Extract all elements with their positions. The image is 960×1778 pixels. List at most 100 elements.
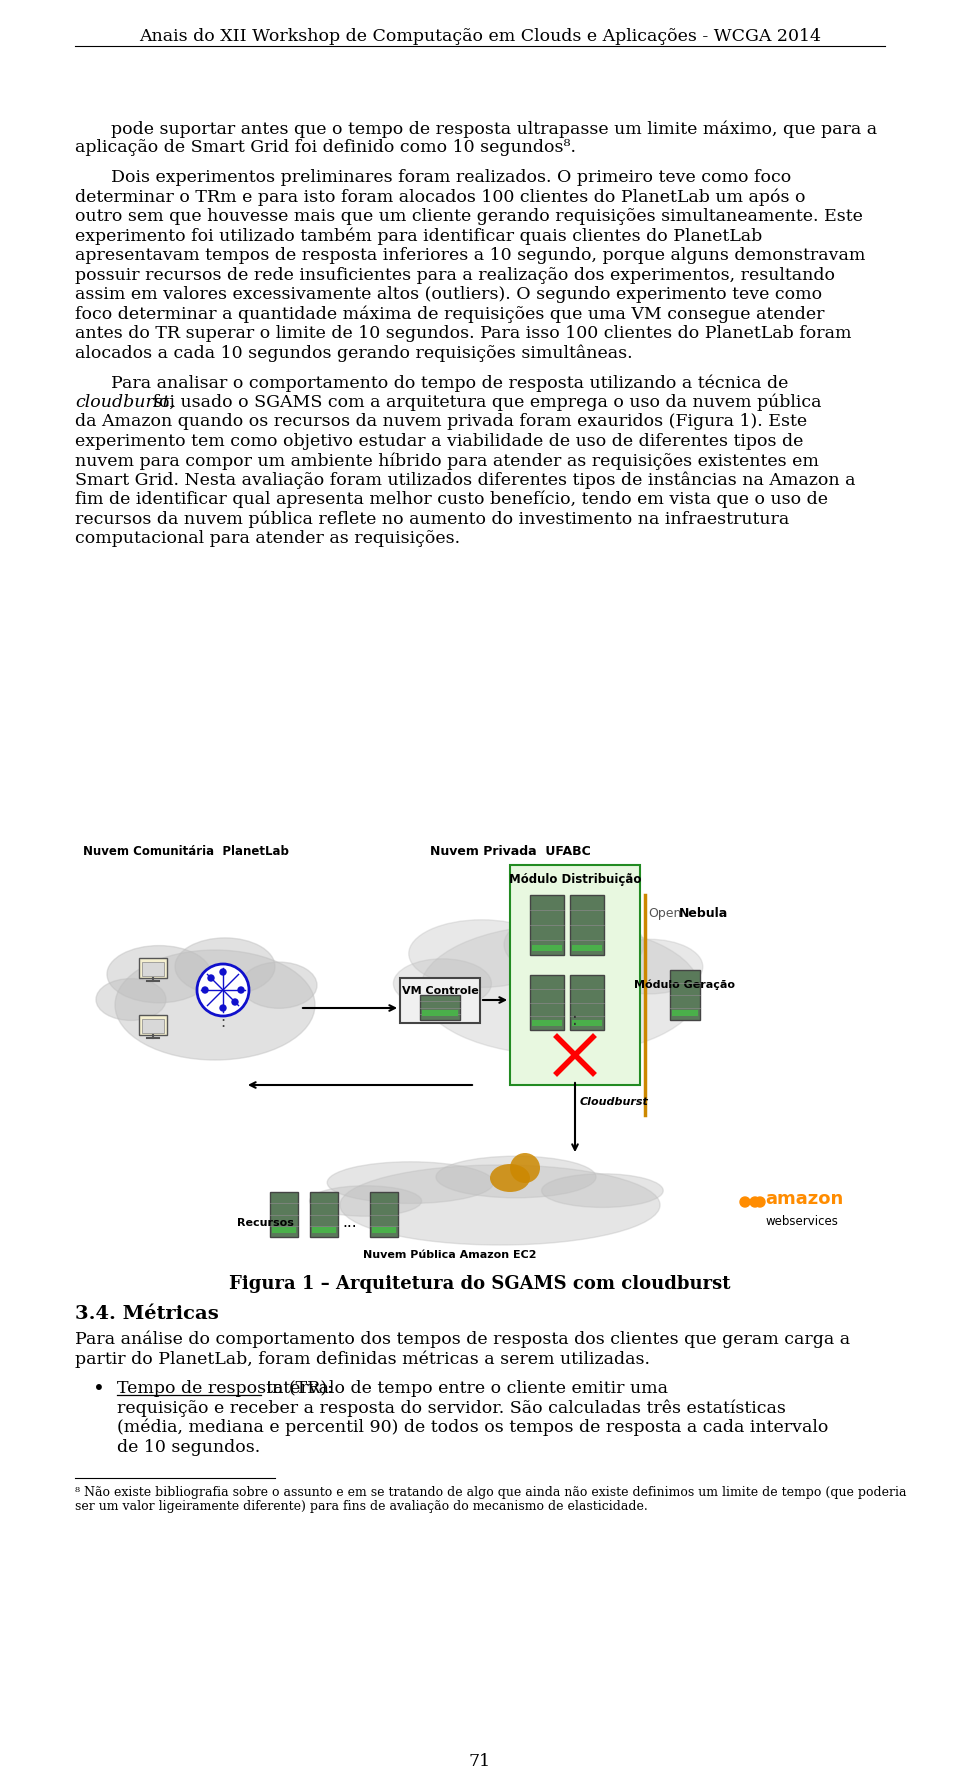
Ellipse shape — [327, 1161, 493, 1204]
Ellipse shape — [541, 1173, 663, 1207]
Text: pode suportar antes que o tempo de resposta ultrapasse um limite máximo, que par: pode suportar antes que o tempo de respo… — [111, 119, 877, 137]
Text: alocados a cada 10 segundos gerando requisições simultâneas.: alocados a cada 10 segundos gerando requ… — [75, 345, 633, 363]
Ellipse shape — [241, 962, 317, 1008]
Text: (média, mediana e percentil 90) de todos os tempos de resposta a cada intervalo: (média, mediana e percentil 90) de todos… — [117, 1419, 828, 1437]
Ellipse shape — [96, 978, 166, 1021]
Text: requisição e receber a resposta do servidor. São calculadas três estatísticas: requisição e receber a resposta do servi… — [117, 1399, 786, 1417]
Text: aplicação de Smart Grid foi definido como 10 segundos⁸.: aplicação de Smart Grid foi definido com… — [75, 139, 576, 156]
Text: foi usado o SGAMS com a arquitetura que emprega o uso da nuvem pública: foi usado o SGAMS com a arquitetura que … — [147, 393, 822, 411]
Text: experimento tem como objetivo estudar a viabilidade de uso de diferentes tipos d: experimento tem como objetivo estudar a … — [75, 432, 804, 450]
Text: ...: ... — [343, 1214, 357, 1230]
Text: 3.4. Métricas: 3.4. Métricas — [75, 1305, 219, 1323]
Bar — [142, 1019, 164, 1033]
Bar — [510, 866, 640, 1085]
Bar — [530, 974, 564, 1029]
Text: Open: Open — [648, 907, 682, 919]
Text: Para analisar o comportamento do tempo de resposta utilizando a técnica de: Para analisar o comportamento do tempo d… — [111, 373, 788, 391]
Bar — [372, 1227, 396, 1232]
Text: partir do PlanetLab, foram definidas métricas a serem utilizadas.: partir do PlanetLab, foram definidas mét… — [75, 1351, 650, 1367]
Text: Recursos: Recursos — [236, 1218, 294, 1229]
Text: assim em valores excessivamente altos (outliers). O segundo experimento teve com: assim em valores excessivamente altos (o… — [75, 286, 822, 302]
Bar — [532, 1021, 562, 1026]
Text: :: : — [221, 1015, 226, 1029]
Bar — [570, 894, 604, 955]
Ellipse shape — [504, 910, 644, 978]
Circle shape — [740, 1197, 750, 1207]
Bar — [422, 1010, 458, 1015]
Text: apresentavam tempos de resposta inferiores a 10 segundo, porque alguns demonstra: apresentavam tempos de resposta inferior… — [75, 247, 865, 263]
Text: da Amazon quando os recursos da nuvem privada foram exauridos (Figura 1). Este: da Amazon quando os recursos da nuvem pr… — [75, 412, 807, 430]
Text: Tempo de resposta (TR):: Tempo de resposta (TR): — [117, 1380, 333, 1398]
Text: computacional para atender as requisições.: computacional para atender as requisiçõe… — [75, 530, 460, 548]
Text: Smart Grid. Nesta avaliação foram utilizados diferentes tipos de instâncias na A: Smart Grid. Nesta avaliação foram utiliz… — [75, 471, 855, 489]
Text: foco determinar a quantidade máxima de requisições que uma VM consegue atender: foco determinar a quantidade máxima de r… — [75, 306, 825, 324]
Bar — [139, 958, 167, 978]
Ellipse shape — [340, 1165, 660, 1245]
Ellipse shape — [596, 939, 703, 994]
Bar — [420, 996, 460, 1021]
Bar — [142, 962, 164, 976]
Bar — [75, 830, 885, 1261]
Bar — [270, 1191, 298, 1237]
Text: Anais do XII Workshop de Computação em Clouds e Aplicações - WCGA 2014: Anais do XII Workshop de Computação em C… — [139, 28, 821, 44]
Text: :: : — [572, 1012, 578, 1029]
Text: Nuvem Pública Amazon EC2: Nuvem Pública Amazon EC2 — [363, 1250, 537, 1261]
Text: recursos da nuvem pública reflete no aumento do investimento na infraestrutura: recursos da nuvem pública reflete no aum… — [75, 510, 789, 528]
Text: Nuvem Comunitária  PlanetLab: Nuvem Comunitária PlanetLab — [83, 845, 289, 859]
Text: intervalo de tempo entre o cliente emitir uma: intervalo de tempo entre o cliente emiti… — [261, 1380, 668, 1398]
Circle shape — [238, 987, 244, 992]
Text: webservices: webservices — [765, 1214, 838, 1229]
Text: Dois experimentos preliminares foram realizados. O primeiro teve como foco: Dois experimentos preliminares foram rea… — [111, 169, 791, 187]
Ellipse shape — [409, 919, 555, 987]
Bar — [370, 1191, 398, 1237]
Circle shape — [197, 964, 249, 1015]
Text: Módulo Geração: Módulo Geração — [635, 980, 735, 990]
Bar — [139, 1015, 167, 1035]
Text: cloudburst,: cloudburst, — [75, 393, 175, 411]
Bar — [572, 944, 602, 951]
Text: ser um valor ligeiramente diferente) para fins de avaliação do mecanismo de elas: ser um valor ligeiramente diferente) par… — [75, 1501, 648, 1513]
Circle shape — [755, 1197, 765, 1207]
Text: possuir recursos de rede insuficientes para a realização dos experimentos, resul: possuir recursos de rede insuficientes p… — [75, 267, 835, 283]
Text: Módulo Distribuição: Módulo Distribuição — [509, 873, 641, 885]
Circle shape — [220, 969, 226, 974]
Bar — [572, 1021, 602, 1026]
Circle shape — [220, 1005, 226, 1012]
Text: •: • — [93, 1380, 105, 1399]
Bar — [272, 1227, 296, 1232]
Text: amazon: amazon — [765, 1189, 843, 1207]
Ellipse shape — [309, 1186, 421, 1216]
Circle shape — [208, 974, 214, 981]
Text: 71: 71 — [468, 1753, 492, 1771]
Ellipse shape — [436, 1156, 596, 1198]
Text: Nebula: Nebula — [679, 907, 729, 919]
Circle shape — [750, 1197, 760, 1207]
Circle shape — [232, 999, 238, 1005]
Text: experimento foi utilizado também para identificar quais clientes do PlanetLab: experimento foi utilizado também para id… — [75, 228, 762, 245]
Text: VM Controle: VM Controle — [401, 987, 478, 996]
Ellipse shape — [115, 949, 315, 1060]
Ellipse shape — [420, 925, 700, 1054]
Text: ⁸ Não existe bibliografia sobre o assunto e em se tratando de algo que ainda não: ⁸ Não existe bibliografia sobre o assunt… — [75, 1486, 906, 1499]
Text: Figura 1 – Arquitetura do SGAMS com cloudburst: Figura 1 – Arquitetura do SGAMS com clou… — [229, 1275, 731, 1293]
Bar — [570, 974, 604, 1029]
Bar — [670, 971, 700, 1021]
Ellipse shape — [107, 946, 211, 1003]
Text: outro sem que houvesse mais que um cliente gerando requisições simultaneamente. : outro sem que houvesse mais que um clien… — [75, 208, 863, 226]
Text: Nuvem Privada  UFABC: Nuvem Privada UFABC — [430, 845, 590, 859]
Ellipse shape — [490, 1165, 530, 1191]
Circle shape — [510, 1152, 540, 1182]
Text: fim de identificar qual apresenta melhor custo benefício, tendo em vista que o u: fim de identificar qual apresenta melhor… — [75, 491, 828, 509]
Text: Para análise do comportamento dos tempos de resposta dos clientes que geram carg: Para análise do comportamento dos tempos… — [75, 1332, 851, 1348]
Ellipse shape — [394, 958, 492, 1008]
Text: de 10 segundos.: de 10 segundos. — [117, 1438, 260, 1456]
Bar — [530, 894, 564, 955]
Bar — [400, 978, 480, 1022]
Bar — [312, 1227, 336, 1232]
Bar — [672, 1010, 698, 1015]
Ellipse shape — [175, 939, 275, 996]
Text: nuvem para compor um ambiente híbrido para atender as requisições existentes em: nuvem para compor um ambiente híbrido pa… — [75, 452, 819, 469]
Circle shape — [202, 987, 208, 992]
Bar — [532, 944, 562, 951]
Text: Cloudburst: Cloudburst — [580, 1097, 649, 1108]
